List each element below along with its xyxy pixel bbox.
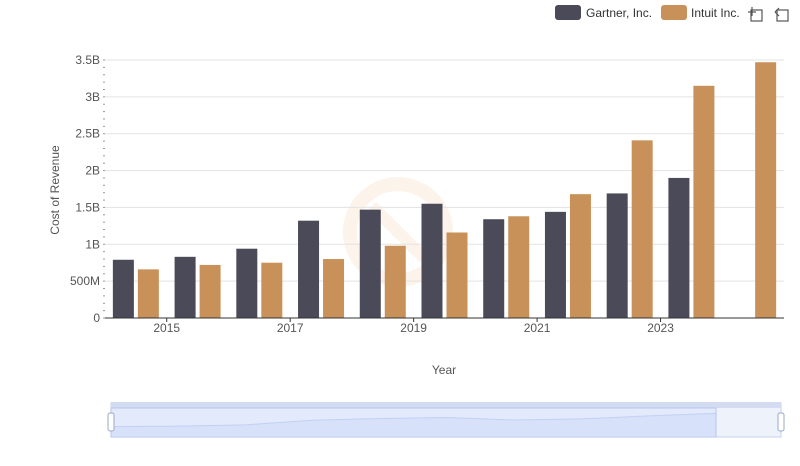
y-tick-label: 1.5B [75,200,100,214]
x-tick-label: 2021 [524,321,551,335]
bar-intuit-2024[interactable] [755,62,777,319]
bar-gartner-2022[interactable] [606,193,628,318]
bar-gartner-2017[interactable] [298,220,320,318]
bar-intuit-2023[interactable] [693,85,715,318]
x-tick-label: 2017 [277,321,304,335]
legend-label: Gartner, Inc. [586,6,652,20]
bar-gartner-2016[interactable] [236,248,258,318]
x-tick-label: 2015 [153,321,180,335]
legend-item-gartner[interactable]: Gartner, Inc. [555,5,652,20]
y-axis-ticks: 0 500M 1B 1.5B 2B 2.5B 3B 3.5B [70,53,105,325]
reset-icon[interactable] [774,7,789,22]
bar-gartner-2019[interactable] [421,203,443,318]
legend: Gartner, Inc. Intuit Inc. [555,5,740,20]
x-axis-ticks: 2015 2017 2019 2021 2023 [153,318,674,335]
legend-label: Intuit Inc. [691,6,740,20]
bar-intuit-2022[interactable] [631,140,653,318]
x-tick-label: 2019 [400,321,427,335]
bar-intuit-2018[interactable] [384,245,406,318]
bar-intuit-2016[interactable] [261,262,283,318]
y-tick-label: 500M [70,274,100,288]
bar-gartner-2015[interactable] [174,256,196,318]
y-tick-label: 2.5B [75,127,100,141]
legend-swatch [661,5,687,20]
bar-gartner-2014[interactable] [112,259,134,318]
bar-gartner-2018[interactable] [359,209,381,318]
slider-handle-right[interactable] [777,412,785,432]
slider-selection[interactable] [110,407,717,438]
bar-intuit-2021[interactable] [569,194,591,318]
y-tick-label: 1B [85,237,100,251]
bar-intuit-2014[interactable] [137,269,159,318]
bar-intuit-2019[interactable] [446,232,468,318]
slider-handle-bar[interactable] [111,402,781,408]
bars [112,62,777,319]
zoom-icon[interactable] [748,7,763,22]
y-axis-title: Cost of Revenue [48,145,62,235]
slider-handle-left[interactable] [107,412,115,432]
bar-intuit-2020[interactable] [508,216,530,318]
x-tick-label: 2023 [647,321,674,335]
legend-swatch [555,5,581,20]
y-tick-label: 3B [85,90,100,104]
y-tick-label: 2B [85,164,100,178]
bar-intuit-2017[interactable] [323,259,345,318]
data-zoom-slider[interactable] [107,402,785,438]
y-tick-label: 3.5B [75,53,100,67]
bar-gartner-2021[interactable] [544,211,566,318]
legend-item-intuit[interactable]: Intuit Inc. [661,5,740,20]
y-tick-label: 0 [93,311,100,325]
x-axis-title: Year [432,363,456,377]
bar-gartner-2023[interactable] [668,177,690,318]
bar-intuit-2015[interactable] [199,264,221,318]
bar-gartner-2020[interactable] [483,219,505,318]
